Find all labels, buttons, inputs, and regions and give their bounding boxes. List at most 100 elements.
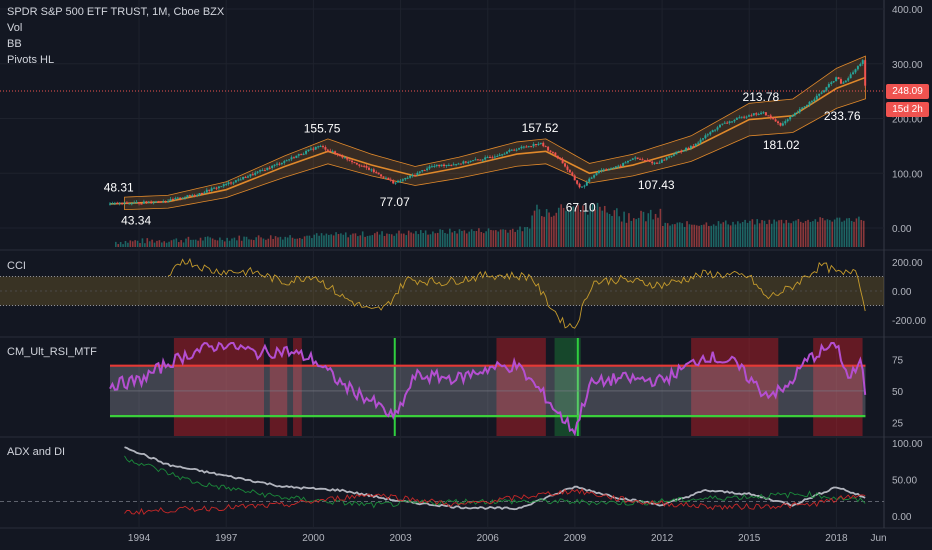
- candle-body: [179, 197, 182, 199]
- volume-bar: [407, 230, 410, 247]
- volume-bar: [478, 228, 480, 247]
- volume-bar: [790, 223, 792, 247]
- candle-body: [459, 163, 462, 165]
- candle-body: [694, 143, 697, 147]
- volume-bar: [596, 202, 599, 247]
- candle-body: [280, 162, 283, 165]
- candle-body: [825, 87, 828, 91]
- candle-body: [639, 158, 642, 160]
- candle-body: [827, 84, 830, 88]
- volume-bar: [616, 208, 618, 247]
- candle-body: [288, 159, 291, 161]
- candle-body: [300, 154, 303, 156]
- last-price-tag: 248.09: [886, 84, 929, 99]
- candle-body: [365, 166, 368, 168]
- candle-body: [489, 157, 492, 159]
- volume-bar: [146, 238, 149, 247]
- rsi-title[interactable]: CM_Ult_RSI_MTF: [7, 346, 97, 358]
- candle-body: [491, 157, 494, 159]
- volume-bar: [843, 220, 846, 247]
- volume-bar: [412, 233, 415, 247]
- volume-bar: [470, 229, 473, 247]
- volume-bar: [306, 235, 308, 247]
- candle-body: [384, 177, 387, 179]
- candle-body: [714, 129, 717, 131]
- x-tick-label: 2006: [477, 533, 500, 544]
- candle-body: [772, 117, 775, 120]
- candle-body: [839, 79, 842, 84]
- volume-bar: [819, 217, 821, 247]
- volume-bar: [458, 229, 461, 247]
- volume-bar: [127, 242, 129, 247]
- candle-body: [542, 142, 545, 147]
- candle-body: [515, 149, 518, 151]
- volume-bar: [330, 234, 333, 247]
- volume-bar: [485, 231, 487, 247]
- candle-body: [559, 158, 562, 160]
- candle-body: [464, 161, 467, 163]
- volume-bar: [829, 220, 831, 247]
- volume-bar: [824, 220, 826, 247]
- volume-bar: [620, 221, 623, 247]
- candle-body: [331, 151, 334, 153]
- volume-bar: [366, 235, 369, 247]
- candle-body: [125, 202, 128, 204]
- candle-body: [193, 195, 196, 197]
- symbol-legend[interactable]: SPDR S&P 500 ETF TRUST, 1M, Cboe BZX Vol…: [7, 4, 224, 68]
- candle-body: [346, 157, 349, 160]
- candle-body: [537, 143, 540, 145]
- volume-bar: [695, 225, 698, 247]
- candle-body: [200, 193, 203, 195]
- volume-bar: [369, 235, 371, 247]
- volume-bars: [115, 202, 865, 247]
- volume-bar: [192, 239, 195, 247]
- volume-bar: [373, 233, 376, 247]
- candle-body: [174, 198, 177, 200]
- volume-bar: [381, 231, 383, 247]
- volume-bar: [555, 212, 558, 247]
- candle-body: [314, 146, 317, 150]
- cci-tick-label: -200.00: [892, 316, 926, 327]
- candle-body: [779, 123, 782, 126]
- volume-bar: [274, 236, 277, 247]
- candle-body: [544, 146, 547, 148]
- volume-bar: [841, 221, 843, 247]
- volume-bar: [461, 230, 463, 247]
- candle-body: [130, 203, 133, 205]
- candle-body: [561, 159, 564, 164]
- volume-bar: [129, 240, 132, 247]
- candle-body: [423, 170, 426, 172]
- volume-bar: [553, 215, 555, 247]
- volume-bar: [340, 233, 342, 247]
- candle-body: [159, 201, 162, 203]
- candle-body: [154, 201, 157, 203]
- candle-body: [162, 201, 165, 203]
- candle-body: [602, 169, 605, 171]
- candle-body: [510, 149, 513, 151]
- volume-bar: [490, 229, 492, 247]
- cci-title[interactable]: CCI: [7, 260, 26, 272]
- volume-bar: [177, 242, 180, 247]
- indicator-pivots[interactable]: Pivots HL: [7, 54, 55, 66]
- candle-body: [474, 159, 477, 161]
- adx-title[interactable]: ADX and DI: [7, 446, 66, 458]
- volume-bar: [398, 230, 400, 247]
- x-tick-label: 2003: [389, 533, 412, 544]
- volume-bar: [269, 235, 272, 247]
- volume-bar: [792, 221, 795, 247]
- candle-body: [443, 164, 446, 167]
- volume-bar: [737, 221, 739, 247]
- volume-bar: [724, 220, 727, 247]
- candle-body: [472, 160, 475, 162]
- candle-body: [648, 161, 651, 163]
- volume-bar: [190, 239, 192, 247]
- indicator-bb[interactable]: BB: [7, 38, 22, 50]
- volume-bar: [180, 240, 182, 247]
- candle-body: [505, 151, 508, 154]
- volume-bar: [799, 221, 802, 247]
- candle-body: [796, 112, 799, 114]
- indicator-vol[interactable]: Vol: [7, 22, 23, 34]
- volume-bar: [647, 213, 650, 247]
- symbol-title[interactable]: SPDR S&P 500 ETF TRUST, 1M, Cboe BZX: [7, 6, 225, 18]
